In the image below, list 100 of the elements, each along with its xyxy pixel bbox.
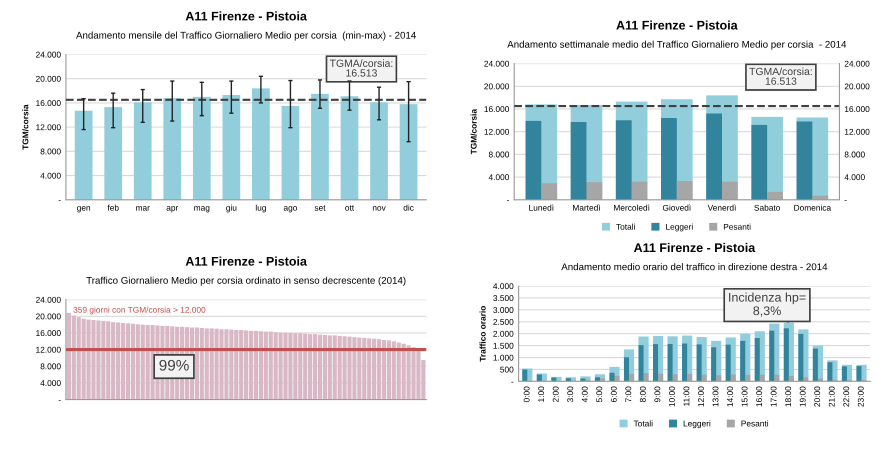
y-tick-label: - [58,400,61,401]
annotation: 99% [159,360,189,371]
x-tick-label: 0:00 [524,386,530,402]
y-tick-label: 4.000 [488,174,510,180]
legend-label: Pesanti [741,420,768,426]
chart-subtitle: Andamento mensile del Traffico Giornaliero Medio per corsia (min-max) - 2014 [76,32,416,41]
x-tick-label: gen [77,206,90,212]
chart-title: A11 Firenze - Pistoia [186,11,307,21]
y-tick-label: 2.500 [493,318,514,325]
legend-label: Leggeri [684,420,710,428]
x-tick-label: 3:00 [567,386,574,402]
x-tick-label: Venerdì [708,204,736,211]
y-tick-label: 24.000 [36,296,61,303]
x-tick-label: 20:00 [814,386,820,407]
x-tick-label: Giovedì [662,204,691,211]
x-tick-label: 8:00 [640,386,646,402]
y-tick-label: 16.000 [36,100,61,106]
x-tick-label: 17:00 [770,386,777,406]
chart-subtitle: Traffico Giornaliero Medio per corsia ordinato in senso decrescente (2014) [86,276,406,286]
y2-tick-label: - [844,200,847,201]
y2-tick-label: 12.000 [844,128,870,135]
y-tick-label: - [506,200,509,201]
x-tick-label: 18:00 [785,386,792,406]
x-tick-label: 19:00 [800,386,806,406]
y-axis-title: TGM/corsia [470,108,477,154]
y-tick-label: 20.000 [36,313,61,320]
y-tick-label: 16.000 [484,106,510,112]
x-tick-label: feb [108,204,119,211]
y2-tick-label: 4.000 [844,174,865,180]
x-tick-label: 12:00 [698,386,704,406]
x-tick-label: apr [166,206,178,212]
y-tick-label: - [58,200,61,201]
x-tick-label: Mercoledì [614,204,650,211]
x-tick-label: 6:00 [610,386,617,402]
x-tick-label: nov [372,206,386,211]
x-tick-label: mag [194,206,210,212]
y-tick-label: 1.000 [494,354,514,361]
y-tick-label: 500 [500,366,514,373]
y-tick-label: 2.000 [493,330,514,337]
chart-subtitle: Andamento settimanale medio del Traffico Giornaliero Medio per corsia - 2014 [507,40,846,50]
y2-tick-label: 20.000 [844,83,870,90]
legend-label: Totali [616,224,635,230]
y-tick-label: 4.000 [493,283,514,290]
y-tick-label: 4.000 [40,172,61,179]
legend-label: Pesanti [724,224,750,230]
chart-title: A11 Firenze - Pistoia [186,256,307,266]
x-tick-label: 16:00 [756,386,762,406]
x-tick-label: 2:00 [552,386,559,402]
x-tick-label: giu [226,204,236,212]
x-tick-label: 13:00 [712,386,718,406]
y-tick-label: 3.500 [493,295,514,302]
x-tick-label: lug [256,204,266,212]
y-tick-label: 4.000 [40,380,61,386]
x-tick-label: mar [136,206,150,211]
y-tick-label: 8.000 [488,152,510,158]
ref-line-label: 359 giorni con TGM/corsia > 12.000 [73,306,206,314]
y-tick-label: 12.000 [484,128,510,135]
x-tick-label: ago [284,206,298,212]
y-tick-label: 20.000 [36,76,61,82]
legend-label: Totali [634,420,652,426]
x-tick-label: 22:00 [843,386,850,407]
x-tick-label: 14:00 [727,386,733,406]
x-tick-label: 9:00 [654,386,660,402]
y-tick-label: 24.000 [484,60,510,67]
chart-subtitle: Andamento medio orario del traffico in direzione destra - 2014 [561,263,828,270]
x-tick-label: 15:00 [742,386,748,406]
y-tick-label: 8.000 [40,363,61,370]
x-tick-label: Lunedì [529,204,554,211]
x-tick-label: Martedì [573,204,600,211]
y-tick-label: 12.000 [36,346,61,353]
x-tick-label: 5:00 [596,386,602,402]
ref-line-label: TGMA/corsia: 16.513 [330,59,392,77]
x-tick-label: set [314,205,326,211]
x-tick-label: 1:00 [538,386,544,402]
chart-title: A11 Firenze - Pistoia [616,20,738,30]
x-tick-label: Sabato [754,204,780,211]
y-tick-label: 16.000 [36,330,61,336]
ref-line-label: TGMA/corsia: 16.513 [749,67,812,85]
y-axis-title: TGM/corsia [22,104,28,150]
y-axis-title: Traffico orario [480,306,486,362]
y2-tick-label: 8.000 [844,152,865,158]
x-tick-label: 23:00 [858,386,864,407]
x-tick-label: dic [404,204,414,211]
x-tick-label: ott [345,205,354,211]
y-tick-label: 24.000 [36,52,61,58]
y-tick-label: 3.000 [493,307,514,313]
y-tick-label: 1.500 [494,342,514,349]
annotation: Incidenza hp= 8,3% [729,292,806,317]
x-tick-label: 21:00 [828,386,835,407]
y-tick-label: 12.000 [36,124,61,130]
x-tick-label: Domenica [794,204,832,211]
chart-title: A11 Firenze - Pistoia [634,242,756,252]
x-tick-label: 10:00 [668,386,675,406]
x-tick-label: 4:00 [582,386,588,402]
y2-tick-label: 16.000 [844,106,870,112]
y-tick-label: 8.000 [40,148,61,154]
x-tick-label: 11:00 [683,386,690,406]
legend-label: Leggeri [666,224,693,232]
x-tick-label: 7:00 [625,386,632,402]
y2-tick-label: 24.000 [844,60,870,67]
